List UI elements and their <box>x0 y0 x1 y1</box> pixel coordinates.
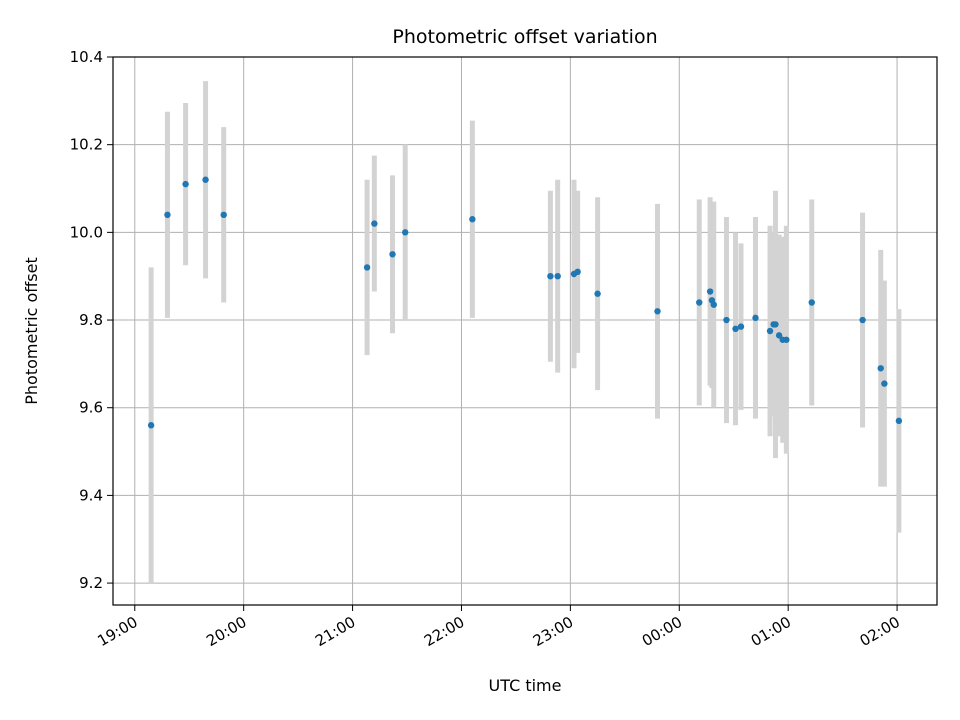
data-point <box>710 301 717 308</box>
y-tick-label: 10.2 <box>70 136 103 154</box>
data-point <box>554 273 561 280</box>
data-point <box>752 314 759 322</box>
data-point <box>164 211 171 219</box>
data-point <box>808 299 815 306</box>
y-tick-label: 9.6 <box>79 399 103 417</box>
x-tick-label: 23:00 <box>530 613 576 650</box>
x-tick-label: 01:00 <box>748 613 794 650</box>
data-point <box>859 316 866 324</box>
data-point <box>895 417 903 425</box>
x-axis-ticks: 19:00 20:00 21:00 22:00 23:00 00:00 01:00 02:00 <box>94 605 903 650</box>
x-tick-label: 20:00 <box>203 613 249 650</box>
data-point <box>389 251 396 258</box>
plot-frame <box>112 56 938 606</box>
x-tick-label: 21:00 <box>312 613 358 650</box>
y-tick-label: 10.0 <box>70 223 103 241</box>
y-tick-label: 10.4 <box>70 48 103 66</box>
y-axis-label: Photometric offset <box>22 257 41 405</box>
data-point <box>881 380 888 387</box>
grid-lines <box>113 56 937 605</box>
data-point <box>469 216 476 223</box>
y-tick-label: 9.4 <box>79 486 103 504</box>
error-bars <box>148 81 902 584</box>
x-tick-label: 00:00 <box>639 613 685 650</box>
x-tick-label: 19:00 <box>94 613 140 650</box>
data-point <box>772 321 779 328</box>
y-tick-label: 9.2 <box>79 574 103 592</box>
data-point <box>574 268 581 276</box>
data-point <box>766 327 774 335</box>
x-tick-label: 22:00 <box>421 613 467 650</box>
data-point <box>775 332 783 339</box>
data-point <box>737 323 745 330</box>
data-point <box>723 316 730 324</box>
data-point <box>732 325 739 333</box>
data-point <box>147 422 155 429</box>
data-point <box>594 290 601 297</box>
data-point <box>182 180 189 188</box>
chart-title: Photometric offset variation <box>392 26 657 48</box>
data-point <box>402 229 409 236</box>
data-points <box>147 176 903 429</box>
x-axis-label: UTC time <box>489 676 562 695</box>
data-point <box>202 176 209 183</box>
data-point <box>220 211 227 219</box>
data-point <box>547 273 554 280</box>
data-point <box>371 220 378 227</box>
data-point <box>363 264 371 271</box>
y-tick-label: 9.8 <box>79 311 103 329</box>
x-tick-label: 02:00 <box>857 613 903 650</box>
y-axis-ticks: 9.2 9.4 9.6 9.8 10.0 10.2 10.4 <box>70 48 113 592</box>
data-point <box>877 365 884 372</box>
data-point <box>783 336 790 343</box>
data-point <box>654 308 661 315</box>
data-point <box>706 288 714 295</box>
data-point <box>696 299 703 306</box>
